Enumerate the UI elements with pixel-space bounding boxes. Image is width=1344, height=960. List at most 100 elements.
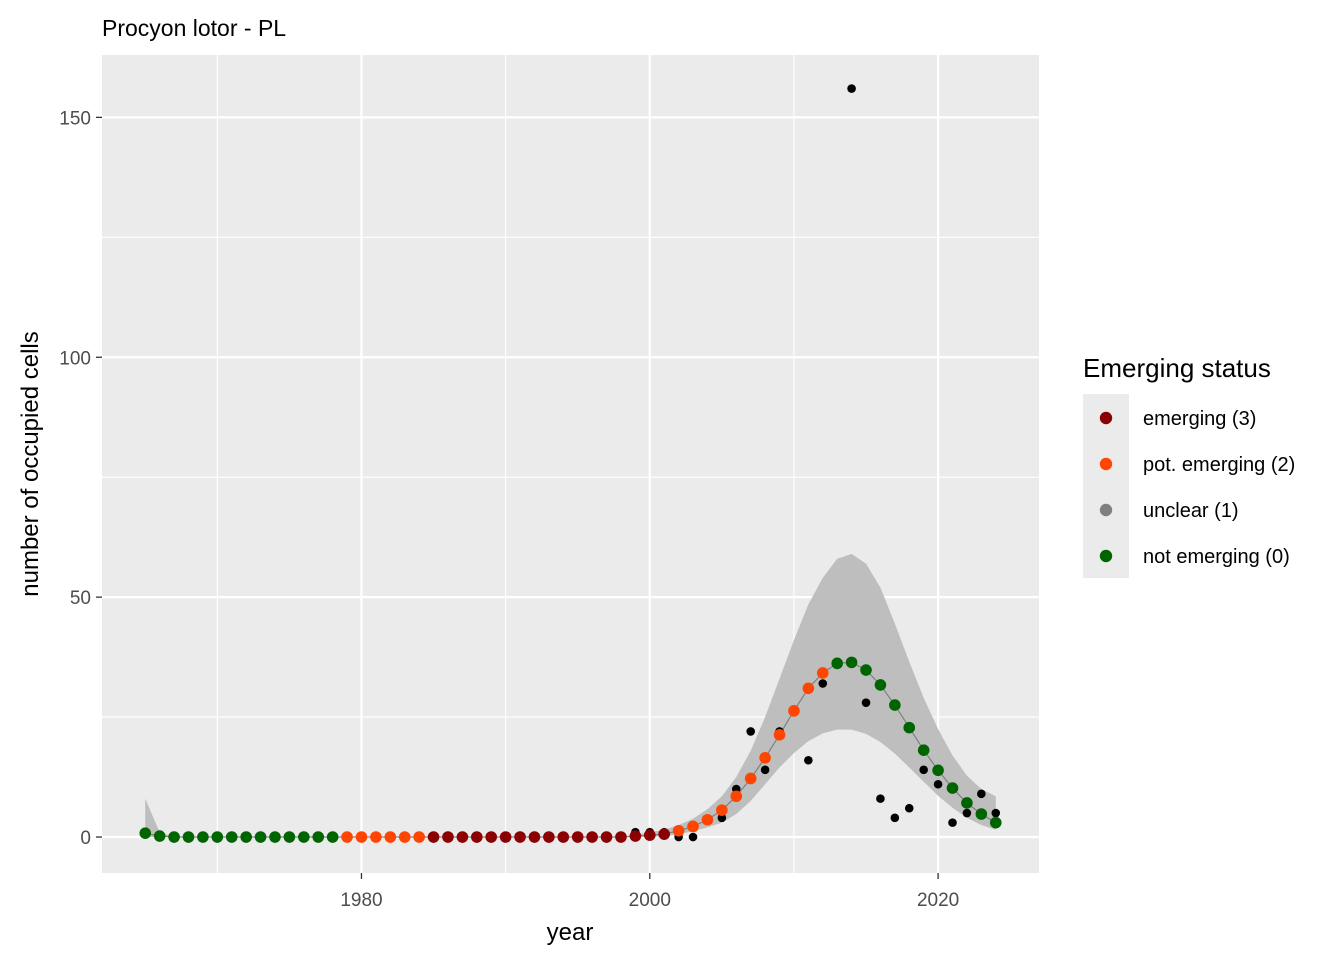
legend-label: emerging (3) (1143, 408, 1256, 430)
fitted-point (225, 831, 238, 843)
legend-key-dot (1099, 411, 1113, 425)
fitted-point (946, 782, 959, 794)
x-axis: 1980 2000 2020 (340, 873, 959, 911)
fitted-point (874, 679, 887, 691)
observed-point (861, 698, 871, 707)
fitted-point (716, 804, 728, 816)
observed-point (904, 803, 914, 813)
fitted-point (903, 721, 916, 734)
fitted-point (802, 682, 815, 695)
x-axis-title: year (547, 919, 594, 946)
fitted-point (499, 831, 512, 843)
fitted-point (211, 831, 224, 843)
x-tick-label: 2020 (917, 890, 959, 911)
fitted-point (571, 831, 584, 843)
fitted-point (528, 831, 541, 843)
fitted-point (658, 828, 670, 840)
fitted-point (543, 831, 555, 843)
fitted-point (975, 808, 988, 820)
y-tick-label: 150 (59, 108, 91, 129)
fitted-point (298, 831, 310, 843)
fitted-point (456, 831, 469, 843)
fitted-point (197, 831, 209, 843)
observed-point (977, 789, 986, 799)
fitted-point (139, 827, 152, 839)
y-axis: 0 50 100 150 (59, 108, 102, 849)
fitted-point (845, 656, 858, 669)
legend-key-dot (1099, 457, 1113, 471)
fitted-point (168, 831, 180, 843)
fitted-point (831, 657, 843, 670)
observed-point (962, 808, 972, 818)
fitted-point (917, 744, 930, 756)
legend-key-dot (1099, 549, 1113, 563)
fitted-point (413, 831, 425, 843)
fitted-point (961, 797, 973, 809)
fitted-point (398, 831, 411, 843)
fitted-point (643, 829, 656, 841)
fitted-point (514, 831, 526, 843)
fitted-point (384, 831, 397, 843)
fitted-point (932, 764, 944, 777)
legend-label: unclear (1) (1143, 500, 1239, 522)
fitted-point (773, 729, 786, 741)
y-tick-label: 50 (70, 588, 91, 609)
fitted-point (182, 831, 195, 843)
observed-point (688, 832, 698, 842)
observed-point (991, 808, 1001, 818)
fitted-point (153, 830, 166, 842)
y-axis-title: number of occupied cells (17, 331, 44, 596)
fitted-point (427, 831, 440, 843)
fitted-point (442, 831, 454, 843)
observed-point (804, 755, 813, 765)
fitted-point (687, 820, 699, 833)
confidence-ribbon (145, 554, 996, 837)
fitted-point (615, 831, 627, 843)
fitted-point (860, 664, 872, 676)
x-tick-label: 1980 (340, 890, 382, 911)
observed-point (760, 765, 770, 775)
fitted-point (744, 772, 757, 785)
fitted-point (989, 816, 1002, 829)
fitted-point (816, 667, 829, 679)
y-tick-label: 100 (59, 348, 91, 369)
observed-point (746, 727, 755, 736)
x-tick-label: 2000 (629, 890, 671, 911)
fitted-point (269, 831, 281, 843)
minor-gridlines (102, 55, 1039, 873)
fitted-point (326, 831, 339, 843)
observed-point (890, 813, 900, 823)
observed-point (847, 84, 856, 93)
fitted-point (557, 831, 570, 843)
fitted-point (730, 790, 743, 803)
observed-point (876, 794, 885, 803)
legend-items: emerging (3) pot. emerging (2) unclear (1)… (1099, 408, 1295, 568)
chart-title: Procyon lotor - PL (102, 15, 286, 41)
observed-point (717, 813, 727, 823)
legend-key-dot (1099, 503, 1113, 517)
observed-point (818, 679, 828, 688)
fitted-point (672, 824, 685, 837)
fitted-point (471, 831, 483, 843)
fitted-point (485, 831, 498, 843)
observed-point (948, 818, 957, 827)
fitted-point (370, 831, 382, 843)
fitted-point (586, 831, 598, 843)
fitted-point (889, 699, 901, 711)
observed-point (919, 765, 928, 775)
fitted-point (701, 813, 714, 826)
y-tick-label: 0 (80, 828, 91, 849)
fitted-point (240, 831, 252, 843)
fitted-point (788, 705, 800, 717)
legend-key-background (1083, 394, 1129, 578)
fitted-point (759, 752, 771, 764)
observed-point (933, 779, 943, 789)
fitted-point (355, 831, 368, 843)
fitted-point (312, 831, 325, 843)
fitted-point (629, 830, 642, 842)
fitted-point (600, 831, 613, 843)
fitted-point (283, 831, 296, 843)
legend-label: not emerging (0) (1143, 546, 1290, 568)
legend: Emerging status emerging (3) pot. emergin… (1083, 353, 1295, 578)
